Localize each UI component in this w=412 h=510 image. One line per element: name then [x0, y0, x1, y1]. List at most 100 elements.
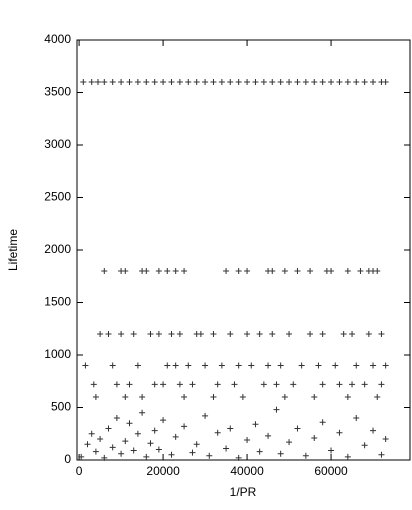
point — [265, 362, 272, 369]
point — [252, 421, 259, 428]
point — [336, 381, 343, 388]
point — [176, 331, 183, 337]
y-tick-label: 1500 — [44, 295, 71, 309]
point — [160, 381, 167, 388]
point — [155, 268, 162, 274]
point — [370, 79, 377, 85]
point — [172, 362, 179, 369]
point — [319, 331, 326, 337]
point — [244, 437, 251, 444]
point — [307, 331, 314, 337]
point — [155, 446, 162, 453]
point — [105, 425, 112, 432]
point — [231, 381, 238, 388]
point — [256, 448, 263, 455]
point — [101, 79, 108, 85]
point — [147, 331, 154, 337]
point — [344, 453, 351, 460]
point — [143, 268, 150, 274]
point — [223, 268, 230, 274]
point — [378, 451, 385, 458]
x-axis-label: 1/PR — [230, 485, 257, 499]
point — [227, 79, 234, 85]
y-tick-label: 3000 — [44, 137, 71, 151]
point — [210, 79, 217, 85]
point — [134, 362, 141, 369]
point — [223, 445, 230, 452]
point — [172, 433, 179, 440]
point — [269, 331, 276, 337]
point — [139, 394, 146, 400]
point — [370, 427, 377, 434]
point — [344, 268, 351, 274]
point — [273, 406, 280, 413]
point — [239, 394, 246, 400]
point — [260, 381, 267, 388]
y-axis-label: Lifetime — [6, 229, 20, 271]
point — [349, 381, 356, 388]
point — [349, 331, 356, 337]
y-tick-label: 2500 — [44, 190, 71, 204]
point — [113, 415, 120, 421]
point — [151, 381, 158, 388]
point — [244, 79, 251, 85]
point — [210, 394, 217, 400]
point — [101, 454, 108, 461]
point — [260, 79, 267, 85]
point — [252, 79, 259, 85]
point — [130, 331, 137, 337]
point — [336, 429, 343, 436]
point — [357, 268, 364, 274]
x-tick-label: 40000 — [230, 464, 264, 478]
point — [214, 381, 221, 388]
point — [185, 362, 192, 369]
point — [294, 425, 301, 432]
point — [185, 79, 192, 85]
point — [353, 415, 360, 421]
point — [78, 453, 85, 460]
point — [332, 362, 339, 369]
point — [227, 425, 234, 432]
point — [94, 79, 101, 85]
point — [151, 79, 158, 85]
point — [235, 79, 242, 85]
point — [202, 362, 209, 369]
point — [181, 423, 188, 430]
point — [382, 436, 389, 442]
point — [105, 331, 112, 337]
point — [382, 362, 389, 369]
point — [328, 447, 335, 454]
point — [92, 448, 99, 455]
point — [84, 441, 91, 448]
point — [160, 417, 167, 424]
point — [294, 268, 301, 274]
point — [227, 331, 234, 337]
point — [315, 362, 322, 369]
point — [113, 381, 120, 388]
point — [189, 381, 196, 388]
point — [202, 79, 209, 85]
y-tick-label: 500 — [51, 400, 71, 414]
point — [382, 79, 389, 85]
y-tick-label: 0 — [64, 452, 71, 466]
point — [134, 79, 141, 85]
point — [164, 362, 171, 369]
point — [311, 394, 318, 400]
point — [122, 438, 129, 445]
point — [109, 79, 116, 85]
point — [206, 452, 213, 459]
point — [147, 440, 154, 447]
point — [109, 444, 116, 451]
point — [311, 434, 318, 441]
point — [122, 394, 129, 400]
point — [193, 441, 200, 448]
point — [319, 419, 326, 426]
point — [378, 381, 385, 388]
point — [361, 79, 368, 85]
point — [365, 331, 372, 337]
point — [277, 79, 284, 85]
point — [361, 442, 368, 449]
point — [244, 331, 251, 337]
point — [202, 412, 209, 419]
